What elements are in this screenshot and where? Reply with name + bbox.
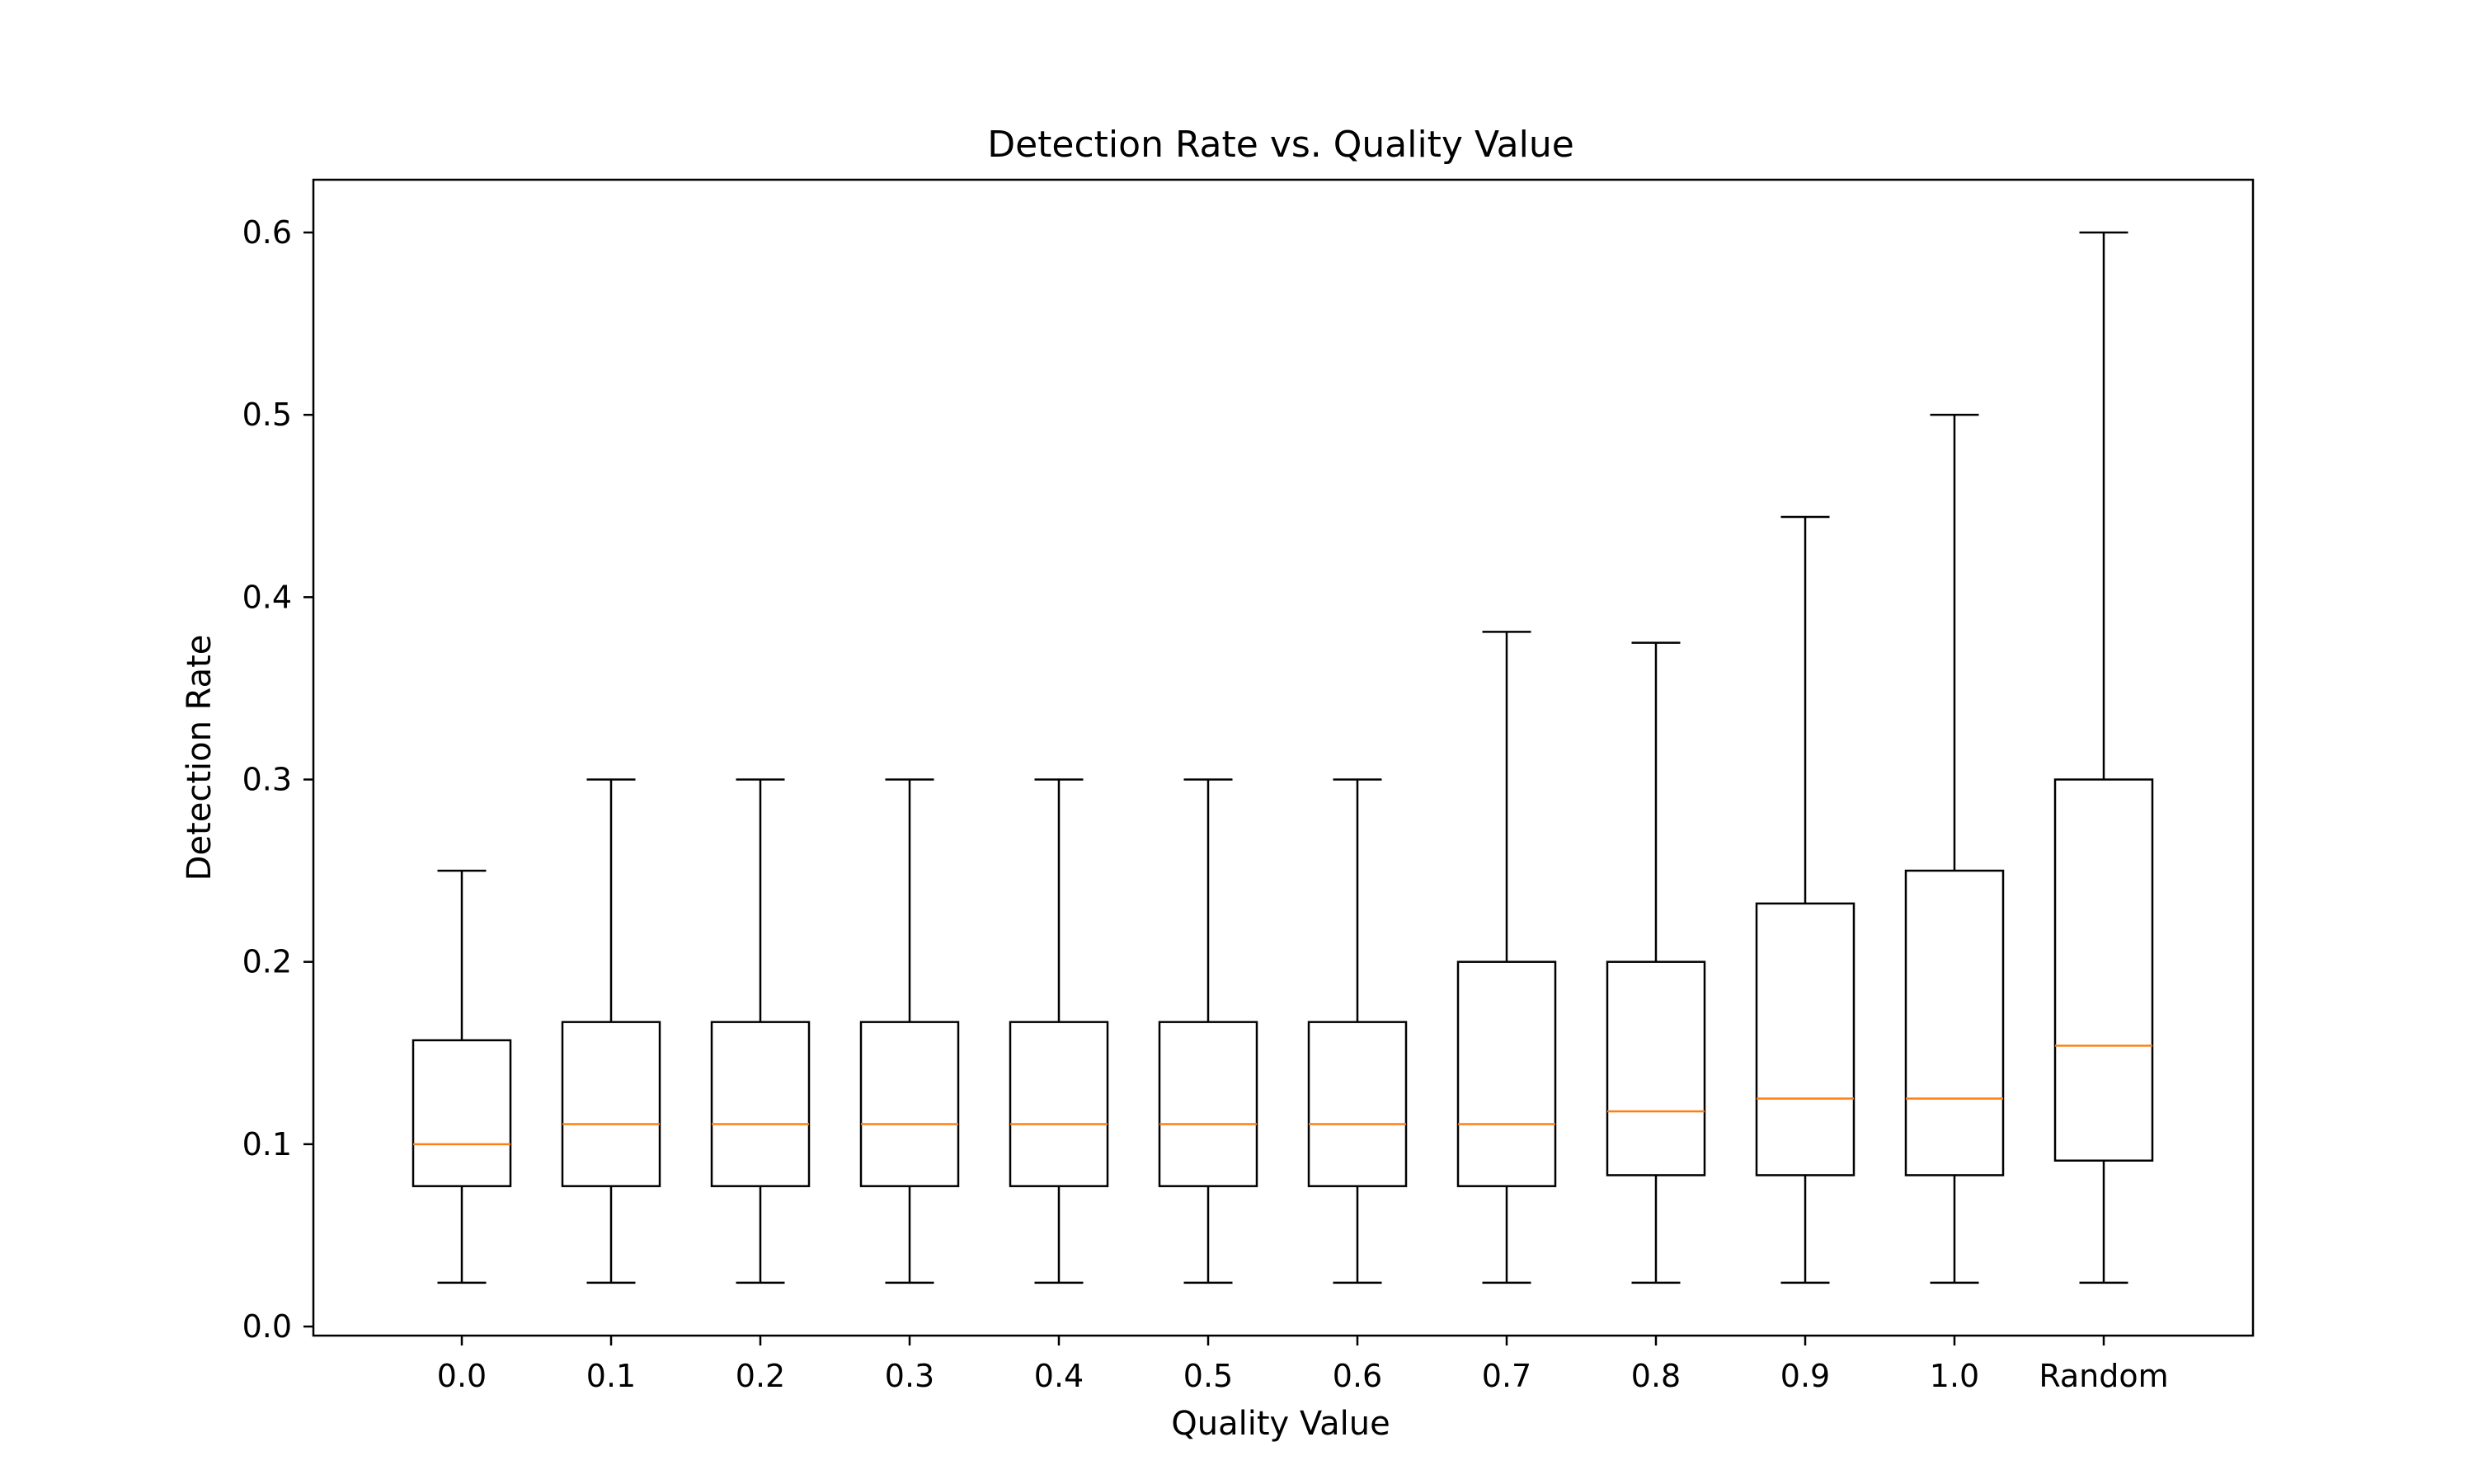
iqr-box: [412, 1039, 512, 1187]
y-axis: 0.0 0.1 0.2 0.3 0.4 0.5 0.6: [242, 214, 313, 1345]
iqr-box: [1456, 960, 1557, 1187]
box-Random: [2053, 231, 2154, 1284]
box-0.4: [1009, 778, 1109, 1284]
iqr-box: [1755, 902, 1856, 1176]
iqr-box: [561, 1021, 661, 1187]
x-tick-label: 0.5: [1183, 1358, 1233, 1394]
iqr-box: [2053, 778, 2154, 1162]
y-axis-label: Detection Rate: [181, 635, 219, 881]
box-0.6: [1307, 778, 1408, 1284]
y-tick-label: 0.2: [242, 944, 292, 980]
x-tick-label: 0.4: [1034, 1358, 1084, 1394]
box-series: [412, 231, 2154, 1284]
y-tick-label: 0.6: [242, 214, 292, 251]
iqr-box: [1158, 1021, 1258, 1187]
x-tick-label: 0.6: [1333, 1358, 1382, 1394]
box-0.0: [412, 869, 512, 1284]
x-tick-label: 0.1: [586, 1358, 636, 1394]
plot-frame: [312, 178, 2255, 1337]
box-0.2: [710, 778, 811, 1284]
x-tick-label: 0.3: [885, 1358, 934, 1394]
x-axis: 0.0 0.1 0.2 0.3 0.4 0.5 0.6 0.7 0.8 0.9 1.0 Random: [437, 1336, 2169, 1394]
x-tick-label: 0.7: [1482, 1358, 1531, 1394]
y-tick-label: 0.4: [242, 579, 292, 615]
box-0.1: [561, 778, 661, 1284]
iqr-box: [1606, 960, 1706, 1176]
box-0.9: [1755, 515, 1856, 1284]
box-0.3: [859, 778, 960, 1284]
iqr-box: [710, 1021, 811, 1187]
x-tick-label: 0.8: [1631, 1358, 1681, 1394]
box-0.7: [1456, 631, 1557, 1284]
iqr-box: [1307, 1021, 1408, 1187]
y-tick-label: 0.0: [242, 1308, 292, 1345]
chart-title: Detection Rate vs. Quality Value: [987, 124, 1574, 166]
y-tick-label: 0.5: [242, 397, 292, 433]
y-tick-label: 0.1: [242, 1126, 292, 1162]
x-tick-label: 0.2: [736, 1358, 785, 1394]
x-tick-label: 0.0: [437, 1358, 487, 1394]
x-axis-label: Quality Value: [1171, 1405, 1390, 1443]
y-tick-label: 0.3: [242, 762, 292, 798]
x-tick-label: Random: [2039, 1358, 2168, 1394]
x-tick-label: 1.0: [1930, 1358, 1979, 1394]
x-tick-label: 0.9: [1780, 1358, 1830, 1394]
iqr-box: [859, 1021, 960, 1187]
box-0.8: [1606, 641, 1706, 1284]
box-0.5: [1158, 778, 1258, 1284]
iqr-box: [1904, 869, 2005, 1176]
box-1.0: [1904, 413, 2005, 1284]
iqr-box: [1009, 1021, 1109, 1187]
